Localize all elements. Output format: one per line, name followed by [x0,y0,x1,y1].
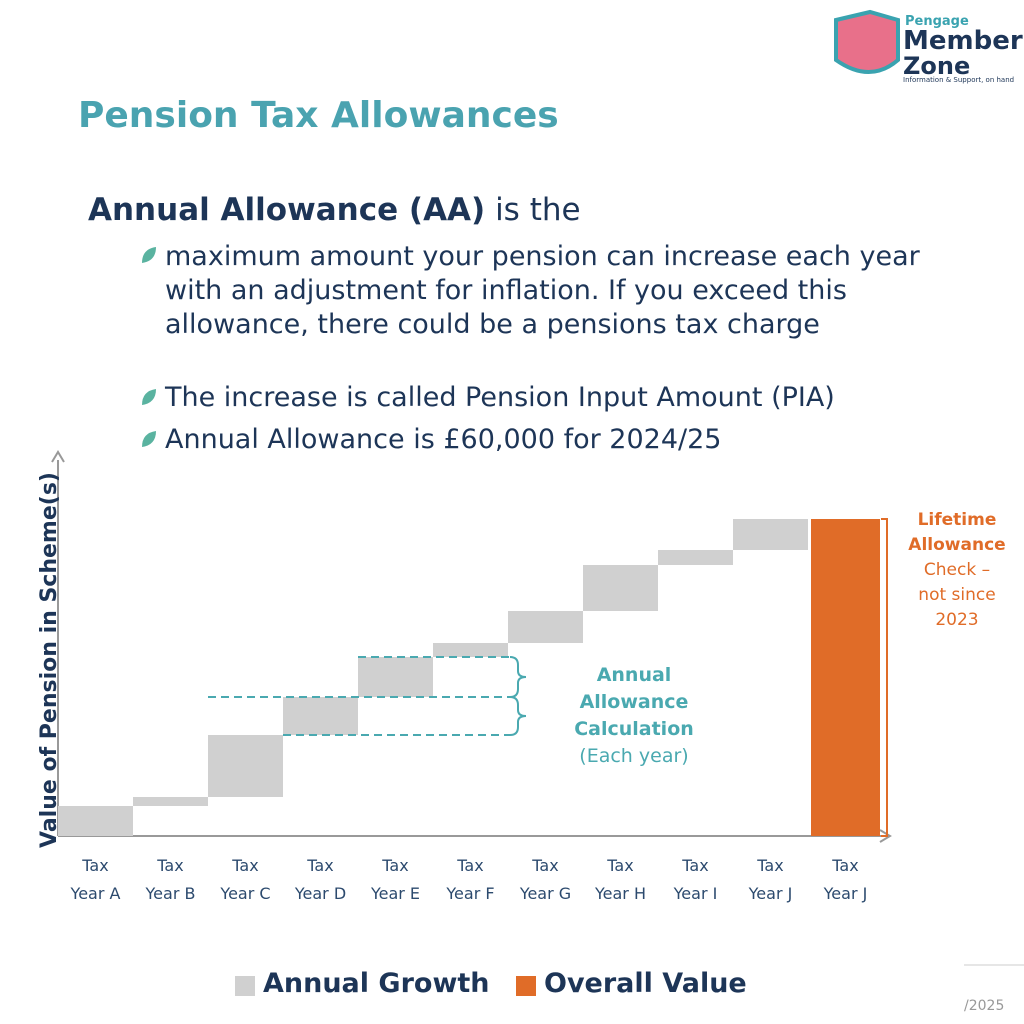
bracket [509,656,527,698]
x-tick-label: Tax Year J [748,856,793,903]
logo-brand: Pengage [905,14,969,29]
bar [658,550,733,565]
logo-shield [834,9,900,74]
bullet-icon [142,247,156,263]
x-tick-label: Tax Year F [446,856,495,903]
bar [733,519,808,550]
annotation: Allowance [579,691,689,713]
bullet: Annual Allowance is £60,000 for 2024/25 [165,424,722,455]
bar [58,806,133,836]
logo-line2: Zone [903,52,971,80]
bar [358,657,433,697]
x-tick-label: Tax Year I [673,856,718,903]
x-tick-label: Tax Year H [595,856,646,903]
bullet-icon [142,431,156,447]
bracket [881,518,888,837]
legend-label: Annual Growth [263,968,490,999]
footer: /2025 [964,998,1005,1014]
x-tick-label: Tax Year D [294,856,347,903]
bullet: The increase is called Pension Input Amo… [165,382,835,413]
x-axis-arrow [879,829,892,843]
bar [583,565,658,611]
heading-bold: Annual Allowance (AA) [88,192,486,228]
x-tick-label: Tax Year A [70,856,121,903]
annotation: (Each year) [579,745,689,767]
heading-rest: is the [485,192,581,228]
annotation: 2023 [935,610,979,630]
legend-label: Overall Value [544,968,747,999]
y-axis-label: Value of Pension in Scheme(s) [37,472,62,848]
annotation: Allowance [908,535,1006,555]
bar [283,697,358,735]
bullet: maximum amount your pension can increase… [165,241,920,340]
x-tick-label: Tax Year E [370,856,421,903]
bar [508,611,583,643]
bar [208,735,283,797]
annotation: not since [918,585,996,605]
logo-tagline: Information & Support, on hand [903,76,1015,84]
annotation: Check – [923,560,991,580]
x-tick-label: Tax Year B [145,856,196,903]
y-axis-arrow [51,450,65,463]
legend-swatch [516,976,536,996]
legend-swatch [235,976,255,996]
heading: Annual Allowance (AA) is the [88,192,581,228]
annotation: Calculation [574,718,694,740]
bracket [509,696,527,736]
x-tick-label: Tax Year J [823,856,868,903]
annotation: Annual [596,664,672,686]
logo-line1: Member [903,26,1023,56]
bar [811,519,880,836]
title: Pension Tax Allowances [78,95,559,136]
bar [433,643,508,657]
x-tick-label: Tax Year G [519,856,572,903]
x-tick-label: Tax Year C [220,856,271,903]
bar [133,797,208,806]
bullet-icon [142,389,156,405]
annotation: Lifetime [917,510,997,530]
